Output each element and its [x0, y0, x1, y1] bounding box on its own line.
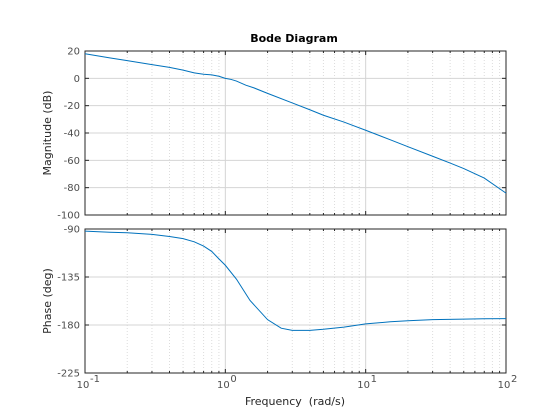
phase-axes-frame: [84, 228, 507, 374]
frequency-axis-label: Frequency (rad/s): [245, 395, 345, 408]
frequency-x-tick-exponent: 2: [511, 374, 517, 385]
frequency-x-tick-exponent: 0: [230, 374, 236, 385]
frequency-x-tick-label: 10: [357, 380, 370, 391]
magnitude-y-tick-label: -20: [64, 101, 80, 112]
frequency-x-tick-exponent: 1: [371, 374, 377, 385]
magnitude-y-tick-label: -100: [57, 211, 80, 222]
magnitude-y-tick-label: -80: [64, 183, 80, 194]
magnitude-y-tick-label: -40: [64, 129, 80, 140]
frequency-x-tick-exponent: -1: [90, 374, 100, 385]
magnitude-axes-frame: [84, 50, 507, 216]
phase-y-tick-labels: -90 -135 -180 -225: [57, 225, 80, 380]
phase-y-tick-label: -180: [57, 321, 80, 332]
phase-axis-label: Phase (deg): [41, 268, 54, 334]
frequency-x-tick-label: 10: [217, 380, 230, 391]
magnitude-axes: 20 0 -20 -40 -60 -80 -100 Magnitude (dB): [41, 47, 507, 222]
magnitude-y-tick-label: 0: [74, 74, 80, 85]
phase-y-tick-label: -225: [57, 369, 80, 380]
magnitude-series-line: [84, 53, 507, 194]
frequency-x-tick-label: 10: [498, 380, 511, 391]
magnitude-y-tick-label: 20: [67, 47, 80, 58]
phase-series-line: [84, 230, 507, 331]
magnitude-grid: [85, 51, 506, 215]
phase-y-tick-label: -135: [57, 273, 80, 284]
phase-tick-marks: [84, 228, 506, 374]
chart-title: Bode Diagram: [250, 32, 338, 45]
phase-y-tick-label: -90: [64, 225, 80, 236]
magnitude-y-tick-labels: 20 0 -20 -40 -60 -80 -100: [57, 47, 80, 222]
frequency-x-tick-label: 10: [77, 380, 90, 391]
magnitude-y-tick-label: -60: [64, 156, 80, 167]
phase-grid: [85, 229, 506, 373]
magnitude-axis-label: Magnitude (dB): [41, 91, 54, 176]
